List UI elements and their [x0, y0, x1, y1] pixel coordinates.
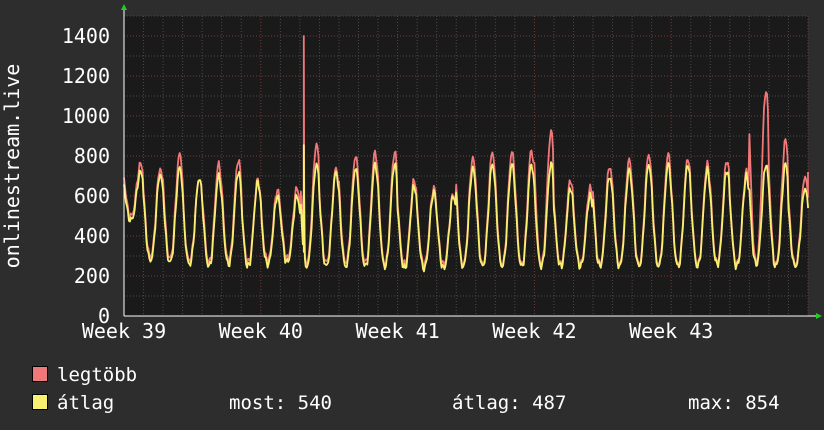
- y-tick-label: 1200: [62, 64, 110, 88]
- y-tick-label: 200: [74, 264, 110, 288]
- legend-swatch-max: [32, 366, 48, 382]
- y-tick-label: 600: [74, 184, 110, 208]
- stat-current: most: 540: [229, 392, 332, 414]
- x-tick-label: Week 40: [219, 319, 303, 343]
- series-line-avg: [123, 144, 809, 273]
- y-axis-arrow: [121, 4, 127, 10]
- legend-label-max: legtöbb: [57, 364, 138, 386]
- x-tick-label: Week 41: [355, 319, 439, 343]
- y-tick-label: 1400: [62, 24, 110, 48]
- y-tick-label: 0: [98, 304, 110, 328]
- legend-label-avg: átlag: [57, 392, 115, 414]
- y-tick-label: 400: [74, 224, 110, 248]
- stat-average: átlag: 487: [452, 392, 567, 414]
- x-tick-label: Week 42: [492, 319, 576, 343]
- x-tick-label: Week 43: [629, 319, 713, 343]
- x-tick-label: Week 39: [82, 319, 166, 343]
- legend-row-avg: átlag most: 540 átlag: 487 max: 854: [32, 393, 822, 413]
- stat-maximum: max: 854: [688, 392, 780, 414]
- y-tick-label: 800: [74, 144, 110, 168]
- legend-swatch-avg: [32, 394, 48, 410]
- y-axis-label: onlinestream.live: [0, 64, 24, 269]
- x-axis-arrow: [816, 313, 822, 319]
- y-tick-label: 1000: [62, 104, 110, 128]
- plot-area: [124, 16, 808, 316]
- line-chart: 0 200 400 600 800 1000 1200 1400 Week 39 Week 40 W…: [0, 4, 822, 343]
